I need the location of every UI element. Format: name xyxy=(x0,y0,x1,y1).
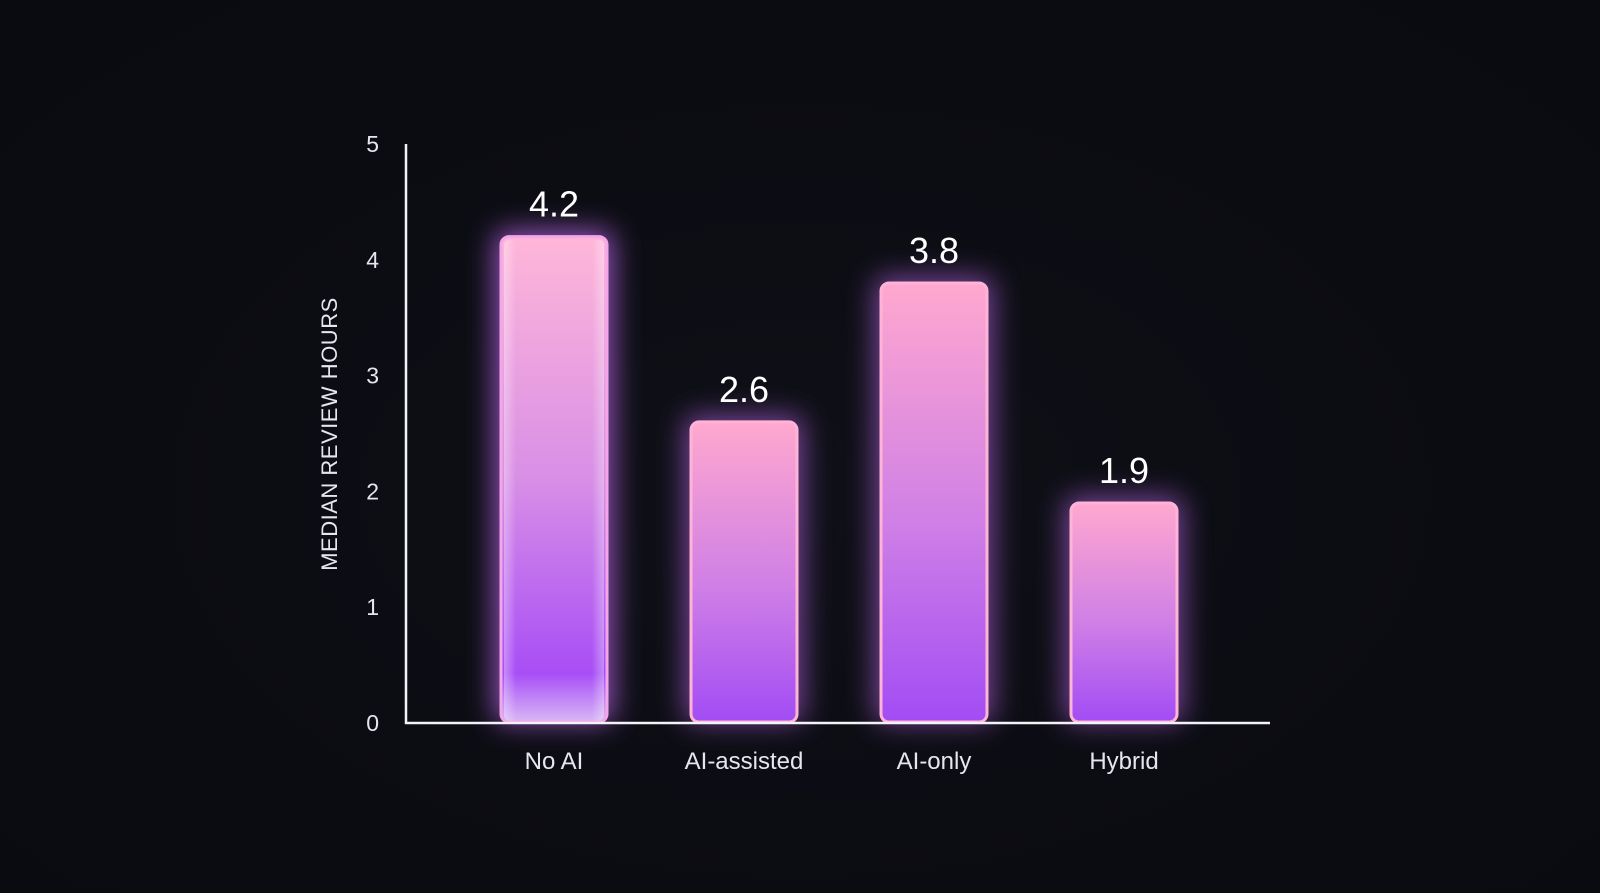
value-label: 1.9 xyxy=(1099,450,1149,491)
y-axis-title: MEDIAN REVIEW HOURS xyxy=(317,297,342,571)
bar-ai-assisted xyxy=(689,420,799,724)
x-tick-labels: No AI AI-assisted AI-only Hybrid xyxy=(525,748,1159,775)
bar-hybrid xyxy=(1069,501,1179,724)
value-label: 2.6 xyxy=(719,369,769,410)
bar-highlight-sheen xyxy=(504,239,604,721)
x-tick-label: AI-only xyxy=(897,748,972,775)
bar-ai-only xyxy=(879,281,989,724)
y-tick-label: 2 xyxy=(366,478,379,504)
y-tick-label: 3 xyxy=(366,363,379,389)
y-tick-label: 1 xyxy=(366,594,379,620)
bars xyxy=(499,235,1179,724)
x-tick-label: AI-assisted xyxy=(685,748,804,775)
x-tick-label: Hybrid xyxy=(1089,748,1158,775)
value-labels: 4.2 2.6 3.8 1.9 xyxy=(529,184,1149,491)
value-label: 3.8 xyxy=(909,230,959,271)
y-tick-label: 5 xyxy=(366,131,379,157)
y-tick-labels: 0 1 2 3 4 5 xyxy=(366,131,379,736)
value-label: 4.2 xyxy=(529,184,579,225)
x-tick-label: No AI xyxy=(525,748,584,775)
y-tick-label: 4 xyxy=(366,247,379,273)
y-tick-label: 0 xyxy=(366,710,379,736)
